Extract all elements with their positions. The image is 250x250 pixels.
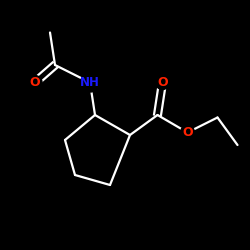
- Text: O: O: [182, 126, 193, 139]
- Text: O: O: [157, 76, 168, 89]
- Circle shape: [28, 76, 42, 90]
- Text: NH: NH: [80, 76, 100, 89]
- Text: O: O: [30, 76, 40, 89]
- Circle shape: [80, 73, 100, 92]
- Circle shape: [156, 76, 170, 90]
- Circle shape: [180, 126, 194, 140]
